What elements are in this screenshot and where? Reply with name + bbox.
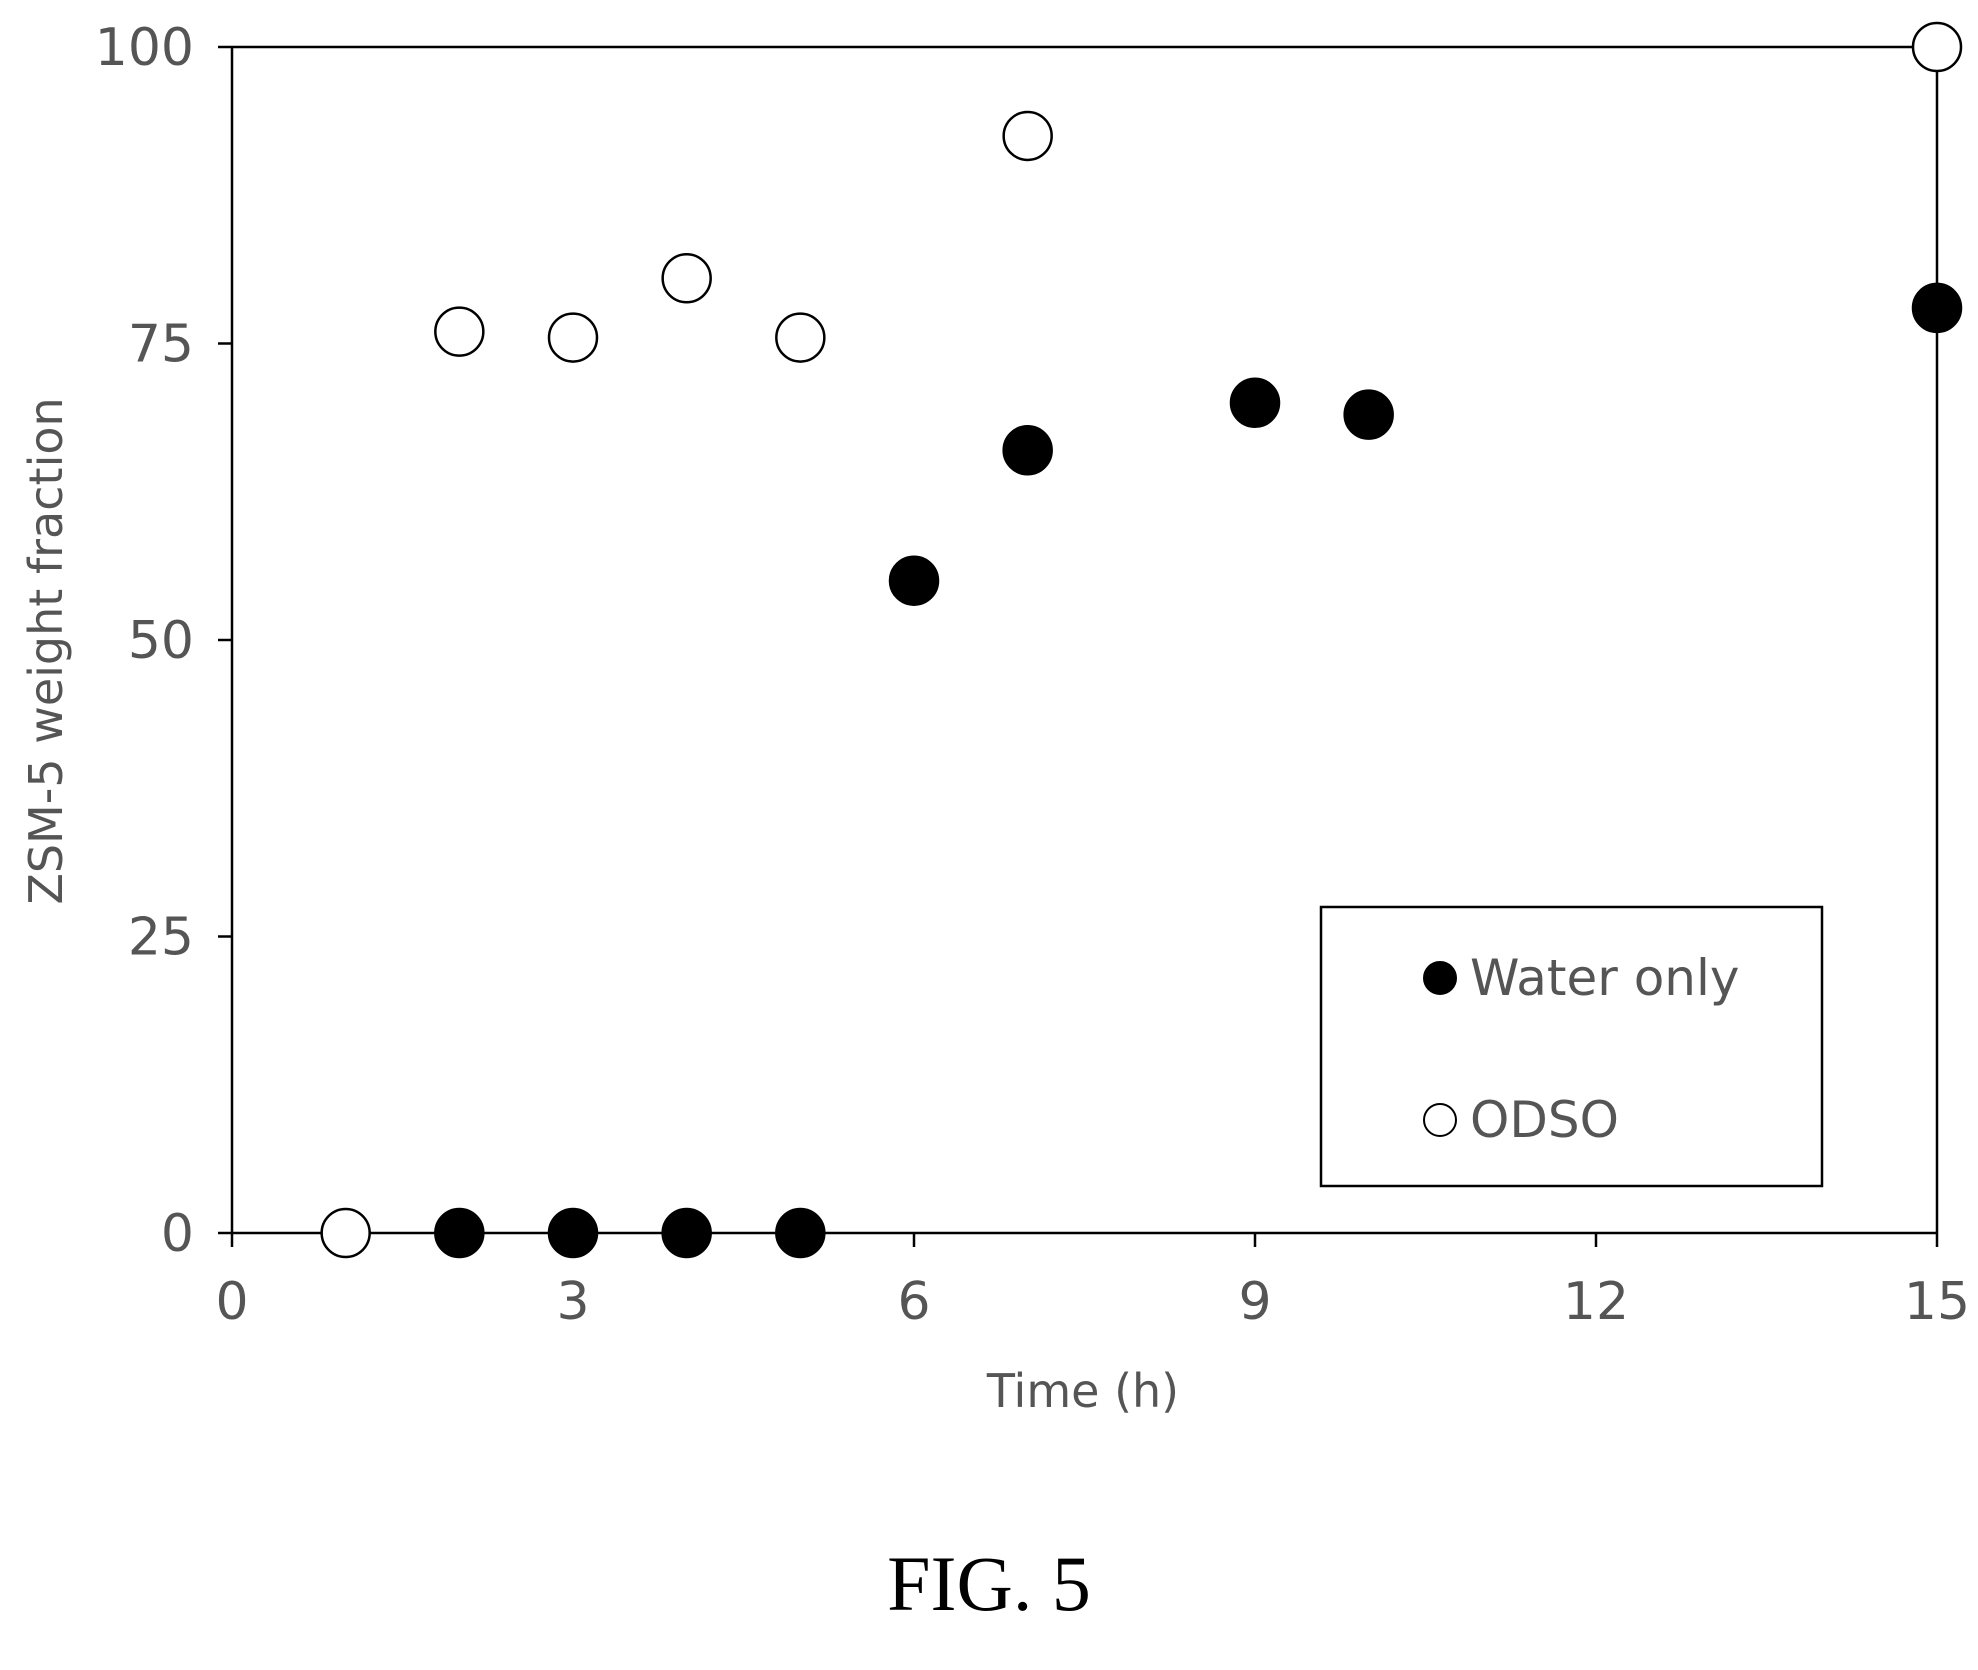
legend-marker-odso [1423, 1103, 1457, 1137]
y-tick-label: 100 [95, 18, 194, 78]
water-only-point [547, 1207, 599, 1259]
x-axis-label: Time (h) [986, 1364, 1179, 1418]
water-only-point [1911, 282, 1963, 334]
y-tick-label: 25 [128, 908, 194, 968]
odso-point [547, 312, 599, 363]
legend: Water only ODSO [1319, 905, 1824, 1188]
water-only-point [434, 1207, 485, 1259]
water-only-point [1343, 389, 1394, 440]
water-only-point [1229, 377, 1281, 429]
odso-point [1911, 21, 1963, 73]
y-axis-ticks: 0 25 50 75 100 [95, 18, 232, 1264]
odso-point [661, 253, 712, 304]
legend-box [1319, 905, 1824, 1188]
water-only-point [888, 555, 940, 606]
odso-point [775, 312, 826, 363]
x-axis-ticks: 0 3 6 9 12 15 [215, 1233, 1970, 1332]
y-axis-label: ZSM-5 weight fraction [19, 397, 73, 904]
odso-point [320, 1207, 371, 1259]
x-tick-label: 0 [215, 1272, 248, 1332]
legend-marker-water-only [1423, 961, 1457, 995]
data-points [320, 21, 1963, 1259]
water-only-point [775, 1207, 826, 1259]
y-tick-label: 0 [161, 1204, 194, 1264]
y-tick-label: 75 [128, 315, 194, 375]
odso-point [434, 306, 485, 357]
odso-point [1002, 110, 1053, 162]
x-tick-label: 3 [556, 1272, 589, 1332]
x-tick-label: 12 [1563, 1272, 1629, 1332]
x-tick-label: 6 [897, 1272, 930, 1332]
figure-caption: FIG. 5 [887, 1540, 1091, 1627]
x-tick-label: 15 [1904, 1272, 1970, 1332]
x-tick-label: 9 [1238, 1272, 1271, 1332]
y-tick-label: 50 [128, 611, 194, 671]
legend-label-water-only: Water only [1470, 949, 1739, 1007]
water-only-point [1002, 424, 1053, 476]
legend-label-odso: ODSO [1470, 1091, 1619, 1149]
water-only-point [661, 1207, 712, 1259]
